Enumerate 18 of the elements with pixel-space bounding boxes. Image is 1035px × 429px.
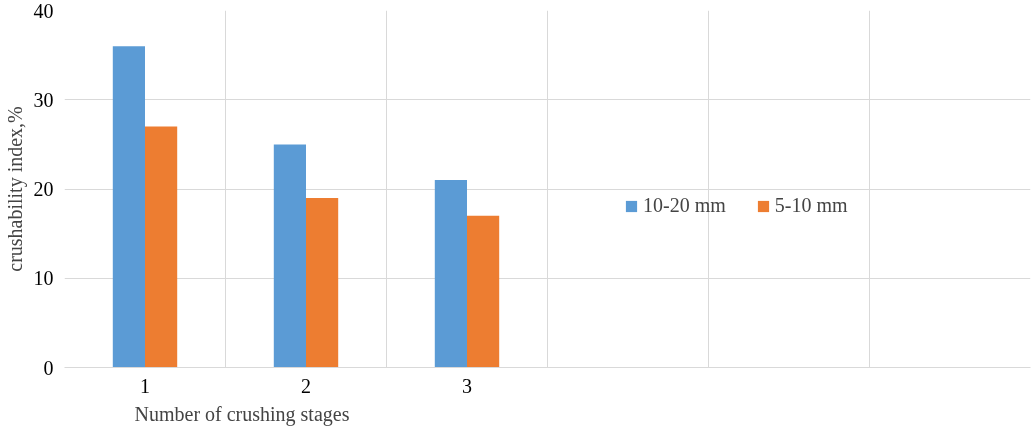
x-tick-label: 3: [462, 374, 472, 397]
bar: [467, 215, 500, 368]
bar: [273, 144, 306, 368]
y-axis-title: crushability index,%: [3, 106, 27, 272]
y-tick-label: 40: [33, 0, 54, 22]
x-tick-label: 2: [301, 374, 311, 397]
bar: [306, 197, 339, 368]
bar: [145, 126, 178, 368]
y-tick-label: 10: [33, 267, 54, 290]
y-tick-label: 20: [33, 178, 54, 200]
y-tick-label: 30: [33, 88, 54, 111]
legend-label: 5-10 mm: [774, 194, 848, 217]
x-tick-label: 1: [140, 374, 150, 397]
x-axis-title: Number of crushing stages: [134, 402, 350, 426]
bar: [434, 180, 467, 368]
y-tick-label: 0: [43, 356, 54, 379]
legend-label: 10-20 mm: [643, 194, 726, 217]
bar: [112, 46, 145, 368]
